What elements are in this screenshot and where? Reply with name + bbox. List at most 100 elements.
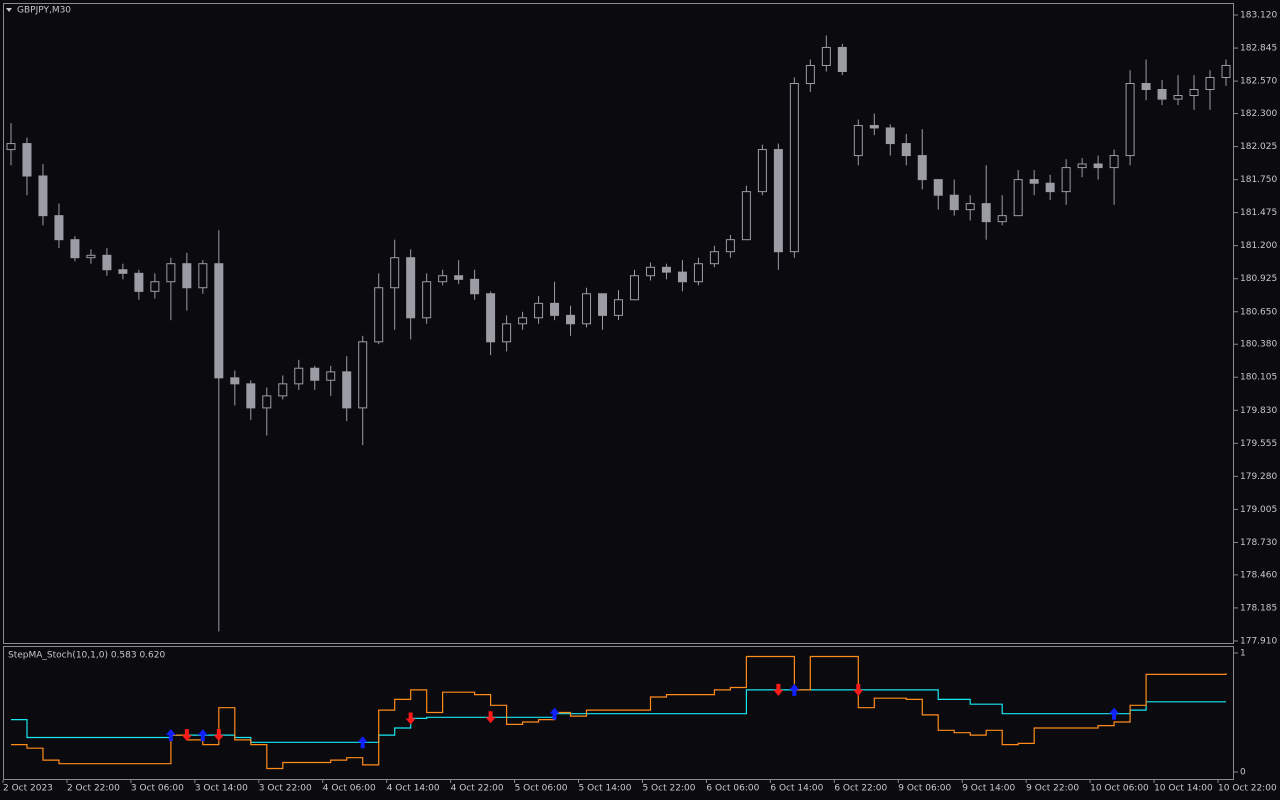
candle-body — [54, 215, 64, 241]
buy-arrow — [165, 729, 176, 742]
buy-arrow — [1109, 707, 1120, 720]
candle-body — [454, 275, 464, 280]
candle-body — [182, 263, 192, 289]
candle-body — [518, 317, 528, 325]
candle-body — [1221, 64, 1231, 78]
x-tick-label: 5 Oct 06:00 — [515, 784, 568, 794]
candle-body — [645, 266, 655, 277]
candle-body — [86, 254, 96, 259]
candle-body — [278, 383, 288, 397]
candle-body — [837, 46, 847, 72]
candle-body — [502, 323, 512, 343]
candle-body — [550, 302, 560, 316]
x-tick-label: 2 Oct 22:00 — [67, 784, 120, 794]
sell-arrow — [405, 712, 416, 725]
y-tick-label: 182.300 — [1240, 109, 1277, 119]
candle-body — [406, 257, 416, 319]
x-tick-label: 3 Oct 22:00 — [259, 784, 312, 794]
symbol-title: GBPJPY,M30 — [17, 6, 71, 16]
candle-body — [262, 395, 272, 409]
sell-arrow — [213, 729, 224, 742]
y-tick-label: 178.730 — [1240, 538, 1277, 548]
y-tick-label: 180.105 — [1240, 373, 1277, 383]
y-tick-label: 183.120 — [1240, 11, 1277, 21]
x-tick-label: 4 Oct 06:00 — [323, 784, 376, 794]
candle-body — [310, 367, 320, 381]
y-tick-label: 0 — [1240, 768, 1246, 778]
candle-body — [933, 179, 943, 196]
candle-body — [102, 254, 112, 271]
candle-body — [997, 215, 1007, 223]
y-tick-label: 1 — [1240, 648, 1246, 658]
x-tick-label: 6 Oct 22:00 — [834, 784, 887, 794]
x-tick-label: 10 Oct 14:00 — [1154, 784, 1213, 794]
x-tick-label: 5 Oct 22:00 — [642, 784, 695, 794]
y-tick-label: 181.200 — [1240, 241, 1277, 251]
candle-body — [1125, 82, 1135, 157]
indicator-title: StepMA_Stoch(10,1,0) 0.583 0.620 — [8, 651, 165, 661]
candle-body — [949, 194, 959, 211]
candle-body — [869, 125, 879, 129]
sell-arrow — [181, 729, 192, 742]
sell-arrow — [485, 711, 496, 724]
y-tick-label: 180.925 — [1240, 274, 1277, 284]
candle-body — [1173, 95, 1183, 100]
candle-body — [150, 281, 160, 292]
y-tick-label: 178.460 — [1240, 570, 1277, 580]
x-tick-label: 10 Oct 06:00 — [1090, 784, 1149, 794]
x-tick-label: 5 Oct 14:00 — [579, 784, 632, 794]
x-tick-label: 3 Oct 14:00 — [195, 784, 248, 794]
x-tick-label: 4 Oct 22:00 — [451, 784, 504, 794]
buy-arrow — [357, 736, 368, 749]
candle-body — [629, 275, 639, 301]
candle-body — [965, 203, 975, 211]
candle-body — [390, 257, 400, 289]
x-tick-label: 6 Oct 06:00 — [706, 784, 759, 794]
y-tick-label: 179.005 — [1240, 505, 1277, 515]
y-tick-label: 182.025 — [1240, 142, 1277, 152]
candle-body — [1189, 89, 1199, 97]
candle-body — [1077, 163, 1087, 169]
x-tick-label: 10 Oct 22:00 — [1218, 784, 1277, 794]
candle-body — [1045, 182, 1055, 193]
candle-body — [1061, 167, 1071, 193]
x-tick-label: 3 Oct 06:00 — [131, 784, 184, 794]
candle-body — [358, 341, 368, 409]
candle-body — [566, 314, 576, 325]
candle-body — [294, 367, 304, 385]
candle-body — [677, 271, 687, 283]
x-tick-label: 9 Oct 14:00 — [962, 784, 1015, 794]
buy-arrow — [549, 707, 560, 720]
candle-body — [1109, 155, 1119, 169]
x-tick-label: 9 Oct 22:00 — [1026, 784, 1079, 794]
candle-body — [470, 278, 480, 295]
buy-arrow — [197, 729, 208, 742]
y-tick-label: 179.280 — [1240, 472, 1277, 482]
symbol-menu-icon[interactable] — [6, 8, 12, 12]
candle-body — [22, 143, 32, 177]
indicator-pane-frame — [3, 646, 1234, 780]
candle-body — [789, 82, 799, 253]
y-tick-label: 182.845 — [1240, 44, 1277, 54]
candle-body — [981, 203, 991, 223]
sell-arrow — [853, 683, 864, 696]
candle-body — [582, 293, 592, 325]
candle-body — [374, 287, 384, 343]
x-tick-label: 9 Oct 06:00 — [898, 784, 951, 794]
candle-body — [853, 125, 863, 157]
candle-body — [70, 239, 80, 259]
candle-body — [773, 149, 783, 253]
candle-body — [917, 155, 927, 181]
candle-body — [805, 64, 815, 84]
indicator-line — [11, 655, 1227, 770]
candle-body — [6, 143, 16, 151]
main-pane-frame — [3, 3, 1234, 644]
candle-body — [1141, 82, 1151, 91]
candle-body — [614, 299, 623, 316]
y-tick-label: 181.750 — [1240, 175, 1277, 185]
candle-body — [38, 175, 48, 217]
candle-body — [598, 293, 608, 316]
